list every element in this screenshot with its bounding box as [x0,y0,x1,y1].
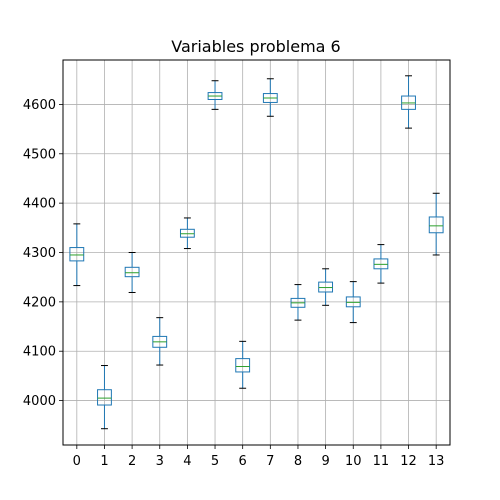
box-9 [318,268,334,306]
box-body [124,266,140,278]
x-tick-label: 9 [321,454,329,469]
x-axis: 0 1 2 3 4 5 6 7 8 9 10 11 12 13 [73,445,445,469]
x-tick-label: 11 [373,454,390,469]
x-tick-label: 7 [266,454,274,469]
x-tick-label: 1 [100,454,108,469]
y-axis: 4000 4100 4200 4300 4400 4500 4600 [23,98,63,409]
y-tick-label: 4000 [23,394,56,409]
box-3 [152,317,168,366]
box-8 [290,284,306,321]
x-tick-label: 12 [400,454,417,469]
x-tick-label: 4 [183,454,191,469]
x-tick-label: 0 [73,454,81,469]
box-body [97,389,112,406]
box-5 [207,80,223,110]
y-tick-label: 4500 [23,147,56,162]
x-tick-label: 13 [428,454,445,469]
box-10 [345,281,361,324]
y-tick-label: 4600 [23,98,56,113]
x-tick-label: 3 [156,454,164,469]
box-7 [262,78,278,117]
y-tick-label: 4300 [23,246,56,261]
box-body [69,247,85,262]
box-series [69,75,444,430]
box-4 [179,217,195,250]
x-tick-label: 6 [239,454,247,469]
grid-lines [63,60,450,445]
box-13 [428,192,444,256]
y-tick-label: 4400 [23,197,56,212]
box-body [428,216,444,234]
box-2 [124,252,140,293]
y-tick-label: 4200 [23,295,56,310]
x-tick-label: 10 [345,454,362,469]
box-body [235,358,251,373]
box-0 [69,223,85,287]
x-tick-label: 2 [128,454,136,469]
chart-title: Variables problema 6 [171,37,340,56]
box-12 [401,75,416,129]
box-6 [235,340,251,389]
y-tick-label: 4100 [23,345,56,360]
x-tick-label: 5 [211,454,219,469]
box-1 [97,365,112,430]
box-11 [373,244,389,284]
x-tick-label: 8 [294,454,302,469]
